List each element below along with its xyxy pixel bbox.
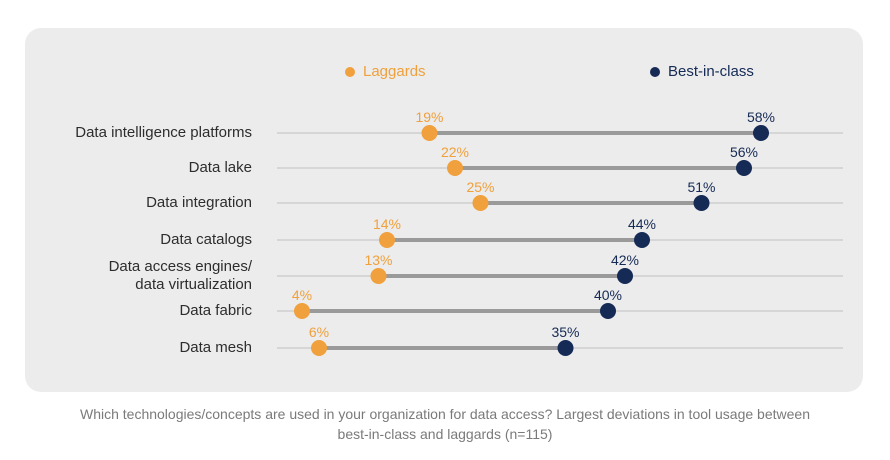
category-label: Data mesh bbox=[179, 339, 252, 357]
laggards-value-label: 4% bbox=[292, 287, 312, 303]
legend-best-in-class-marker bbox=[650, 66, 660, 77]
laggards-value-label: 13% bbox=[364, 252, 392, 268]
legend-laggards-marker bbox=[345, 66, 355, 77]
chart-panel bbox=[25, 28, 863, 392]
category-label: Data integration bbox=[146, 194, 252, 212]
laggards-point bbox=[311, 340, 327, 356]
category-label-line: Data fabric bbox=[179, 302, 252, 319]
laggards-point bbox=[421, 125, 438, 141]
best-in-class-value-label: 51% bbox=[687, 179, 715, 195]
best-in-class-value-label: 40% bbox=[594, 287, 622, 303]
laggards-point bbox=[447, 160, 463, 176]
laggards-value-label: 22% bbox=[441, 144, 469, 160]
category-label-line: data virtualization bbox=[135, 276, 252, 293]
category-label-line: Data lake bbox=[188, 159, 252, 176]
best-in-class-value-label: 58% bbox=[747, 109, 775, 125]
category-label-line: Data mesh bbox=[179, 339, 252, 356]
best-in-class-point bbox=[736, 160, 752, 176]
legend-best-in-class-label: Best-in-class bbox=[668, 63, 754, 80]
category-label: Data access engines/data virtualization bbox=[109, 258, 252, 294]
laggards-value-label: 6% bbox=[309, 324, 329, 340]
best-in-class-point bbox=[693, 195, 710, 211]
best-in-class-value-label: 35% bbox=[551, 324, 579, 340]
laggards-point bbox=[294, 303, 310, 319]
laggards-value-label: 19% bbox=[415, 109, 443, 125]
laggards-value-label: 14% bbox=[373, 216, 401, 232]
category-label-line: Data intelligence platforms bbox=[75, 124, 252, 141]
category-label-line: Data integration bbox=[146, 194, 252, 211]
best-in-class-value-label: 44% bbox=[628, 216, 656, 232]
laggards-value-label: 25% bbox=[466, 179, 494, 195]
category-label: Data fabric bbox=[179, 302, 252, 320]
chart-caption: Which technologies/concepts are used in … bbox=[0, 404, 890, 444]
caption-line-1: Which technologies/concepts are used in … bbox=[79, 406, 810, 422]
category-label: Data catalogs bbox=[160, 231, 252, 249]
category-label-line: Data access engines/ bbox=[108, 258, 252, 275]
laggards-point bbox=[379, 232, 395, 248]
category-label: Data lake bbox=[189, 159, 252, 177]
caption-line-2: best-in-class and laggards (n=115) bbox=[337, 426, 553, 442]
category-label-line: Data catalogs bbox=[160, 231, 252, 248]
best-in-class-value-label: 56% bbox=[730, 144, 758, 160]
legend-laggards: Laggards bbox=[345, 63, 426, 80]
best-in-class-point bbox=[634, 232, 650, 248]
best-in-class-value-label: 42% bbox=[611, 252, 639, 268]
best-in-class-point bbox=[557, 340, 574, 356]
best-in-class-point bbox=[753, 125, 769, 141]
category-label: Data intelligence platforms bbox=[75, 124, 252, 142]
laggards-point bbox=[370, 268, 387, 284]
best-in-class-point bbox=[600, 303, 616, 319]
legend-best-in-class: Best-in-class bbox=[650, 63, 754, 80]
laggards-point bbox=[472, 195, 489, 211]
best-in-class-point bbox=[617, 268, 633, 284]
legend-laggards-label: Laggards bbox=[363, 63, 426, 80]
